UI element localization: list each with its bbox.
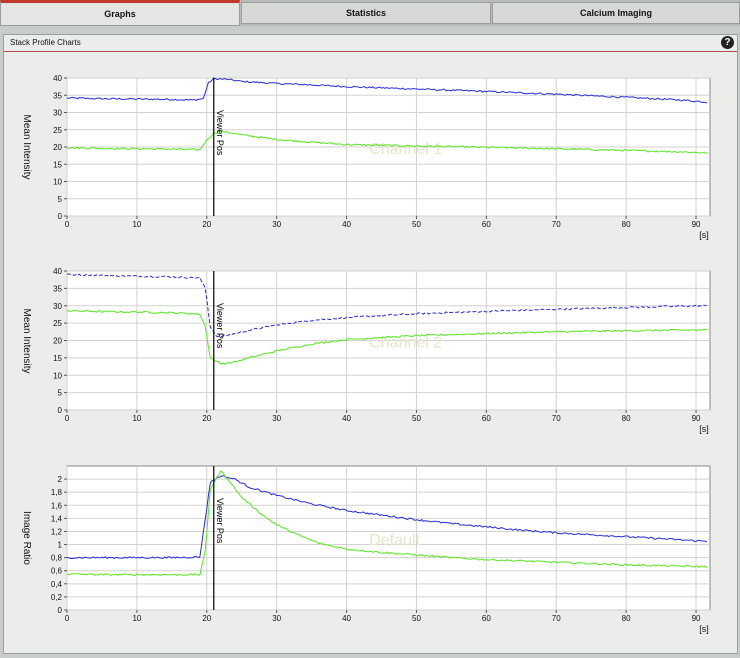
series-line-blue <box>66 475 707 560</box>
y-tick-label: 20 <box>53 337 62 346</box>
y-tick-label: 15 <box>53 160 62 169</box>
x-tick-label: 0 <box>65 614 70 623</box>
y-tick-label: 0 <box>58 606 63 615</box>
y-tick-label: 30 <box>53 302 62 311</box>
x-tick-label: 10 <box>132 614 141 623</box>
x-tick-label: 50 <box>412 614 421 623</box>
y-tick-label: 15 <box>53 354 62 363</box>
x-tick-label: 70 <box>552 614 561 623</box>
x-tick-label: 90 <box>692 414 701 423</box>
x-tick-label: 0 <box>65 220 70 229</box>
x-tick-label: 30 <box>272 220 281 229</box>
series-line-green <box>66 470 707 577</box>
x-tick-label: 10 <box>132 414 141 423</box>
x-tick-label: 80 <box>622 220 631 229</box>
series-line-green <box>66 309 707 365</box>
y-tick-label: 1,2 <box>51 527 63 536</box>
y-axis-title: Image Ratio <box>21 511 32 565</box>
header-divider <box>4 51 737 52</box>
y-tick-label: 0 <box>58 406 63 415</box>
x-tick-label: 60 <box>482 220 491 229</box>
y-tick-label: 25 <box>53 126 62 135</box>
y-axis-title: Mean Intensity <box>21 114 32 179</box>
x-tick-label: 40 <box>342 614 351 623</box>
series-line-green <box>66 130 707 155</box>
x-unit-label: [s] <box>699 624 709 634</box>
x-tick-label: 80 <box>622 614 631 623</box>
y-tick-label: 0,8 <box>51 554 63 563</box>
y-tick-label: 35 <box>53 284 62 293</box>
tab-bar: Graphs Statistics Calcium Imaging <box>0 0 740 26</box>
panel-title: Stack Profile Charts <box>10 38 81 47</box>
y-tick-label: 10 <box>53 178 62 187</box>
y-tick-label: 25 <box>53 319 62 328</box>
channel-watermark: Default <box>369 532 420 549</box>
tab-calcium-imaging[interactable]: Calcium Imaging <box>492 2 740 24</box>
x-tick-label: 70 <box>552 414 561 423</box>
y-tick-label: 5 <box>58 195 63 204</box>
y-tick-label: 30 <box>53 109 62 118</box>
x-tick-label: 0 <box>65 414 70 423</box>
x-tick-label: 40 <box>342 414 351 423</box>
y-tick-label: 1,6 <box>51 501 63 510</box>
x-tick-label: 80 <box>622 414 631 423</box>
channel-watermark: Channel 1 <box>369 141 442 158</box>
y-tick-label: 40 <box>53 267 62 276</box>
y-tick-label: 10 <box>53 371 62 380</box>
x-unit-label: [s] <box>699 230 709 240</box>
series-line-blue <box>66 77 707 104</box>
x-tick-label: 90 <box>692 220 701 229</box>
y-tick-label: 2 <box>58 475 63 484</box>
channel-watermark: Channel 2 <box>369 334 442 351</box>
x-tick-label: 20 <box>202 220 211 229</box>
y-tick-label: 0,6 <box>51 567 63 576</box>
y-tick-label: 1,8 <box>51 488 63 497</box>
y-tick-label: 0,4 <box>51 580 63 589</box>
y-tick-label: 35 <box>53 91 62 100</box>
tab-graphs[interactable]: Graphs <box>0 0 240 26</box>
question-mark-icon[interactable]: ? <box>721 36 734 49</box>
y-tick-label: 40 <box>53 74 62 83</box>
plot-area-3 <box>66 465 711 611</box>
x-tick-label: 60 <box>482 414 491 423</box>
y-tick-label: 1 <box>58 541 63 550</box>
series-line-blue <box>66 273 707 338</box>
y-tick-label: 5 <box>58 389 63 398</box>
x-tick-label: 20 <box>202 614 211 623</box>
tab-statistics[interactable]: Statistics <box>241 2 491 24</box>
x-tick-label: 20 <box>202 414 211 423</box>
x-tick-label: 90 <box>692 614 701 623</box>
y-tick-label: 20 <box>53 143 62 152</box>
x-tick-label: 70 <box>552 220 561 229</box>
x-tick-label: 10 <box>132 220 141 229</box>
x-tick-label: 50 <box>412 220 421 229</box>
viewer-pos-label: Viewer Pos <box>215 498 225 544</box>
viewer-pos-label: Viewer Pos <box>215 110 225 156</box>
x-tick-label: 40 <box>342 220 351 229</box>
x-tick-label: 60 <box>482 614 491 623</box>
x-tick-label: 50 <box>412 414 421 423</box>
y-tick-label: 1,4 <box>51 514 63 523</box>
viewer-pos-label: Viewer Pos <box>215 303 225 349</box>
x-tick-label: 30 <box>272 414 281 423</box>
y-tick-label: 0 <box>58 212 63 221</box>
y-axis-title: Mean Intensity <box>21 308 32 373</box>
y-tick-label: 0,2 <box>51 593 63 602</box>
x-tick-label: 30 <box>272 614 281 623</box>
x-unit-label: [s] <box>699 424 709 434</box>
